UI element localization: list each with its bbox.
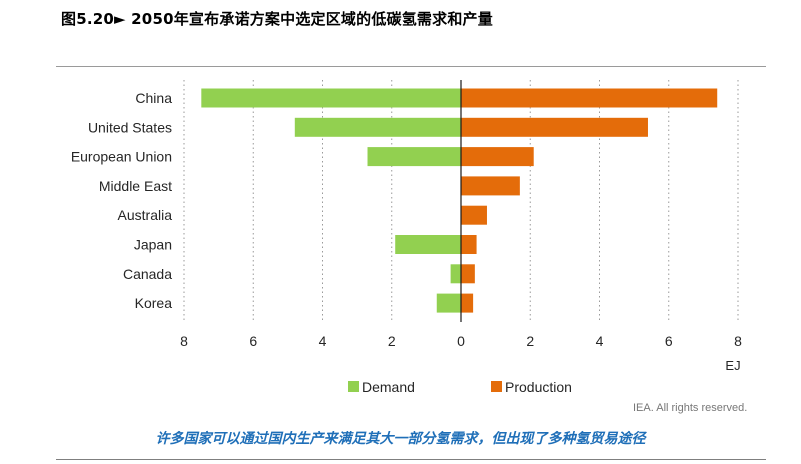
x-tick-label-pos6: 6 [665,333,673,349]
bar-production-middle-east [461,176,520,196]
x-tick-label-neg2: 2 [388,333,396,349]
bar-production-european-union [461,147,534,167]
bar-demand-china [201,88,461,108]
category-label-canada: Canada [123,266,172,282]
category-label-china: China [135,90,172,106]
credit-text: IEA. All rights reserved. [633,402,748,414]
legend-label-demand: Demand [362,379,415,395]
bar-production-china [461,88,718,108]
category-label-australia: Australia [118,207,173,223]
category-label-japan: Japan [134,237,172,253]
figure-title: 图5.20► 2050年宣布承诺方案中选定区域的低碳氢需求和产量 [61,10,493,28]
x-tick-label-pos8: 8 [734,333,742,349]
x-tick-label-pos2: 2 [526,333,534,349]
bar-demand-united-states [294,117,461,137]
legend-label-production: Production [505,379,572,395]
legend-swatch-production [491,381,502,392]
legend-swatch-demand [348,381,359,392]
category-label-middle-east: Middle East [99,178,172,194]
top-rule [56,66,766,67]
bar-demand-korea [436,293,461,313]
bar-production-korea [461,293,474,313]
bar-production-united-states [461,117,648,137]
x-axis-unit-label: EJ [725,358,740,373]
category-label-united-states: United States [88,119,172,135]
bar-demand-japan [395,235,461,254]
bar-production-japan [461,235,477,254]
x-tick-label-pos0: 0 [457,333,465,349]
bar-production-australia [461,205,487,225]
bar-production-canada [461,264,475,284]
figure-caption: 许多国家可以通过国内生产来满足其大一部分氢需求，但出现了多种氢贸易途径 [155,431,646,447]
bar-demand-european-union [367,147,461,167]
category-label-european-union: European Union [71,149,172,165]
x-tick-label-pos4: 4 [596,333,604,349]
x-tick-label-neg6: 6 [249,333,257,349]
bottom-rule [56,459,766,460]
x-tick-label-neg8: 8 [180,333,188,349]
bar-demand-canada [450,264,461,284]
category-label-korea: Korea [135,295,173,311]
x-tick-label-neg4: 4 [319,333,327,349]
